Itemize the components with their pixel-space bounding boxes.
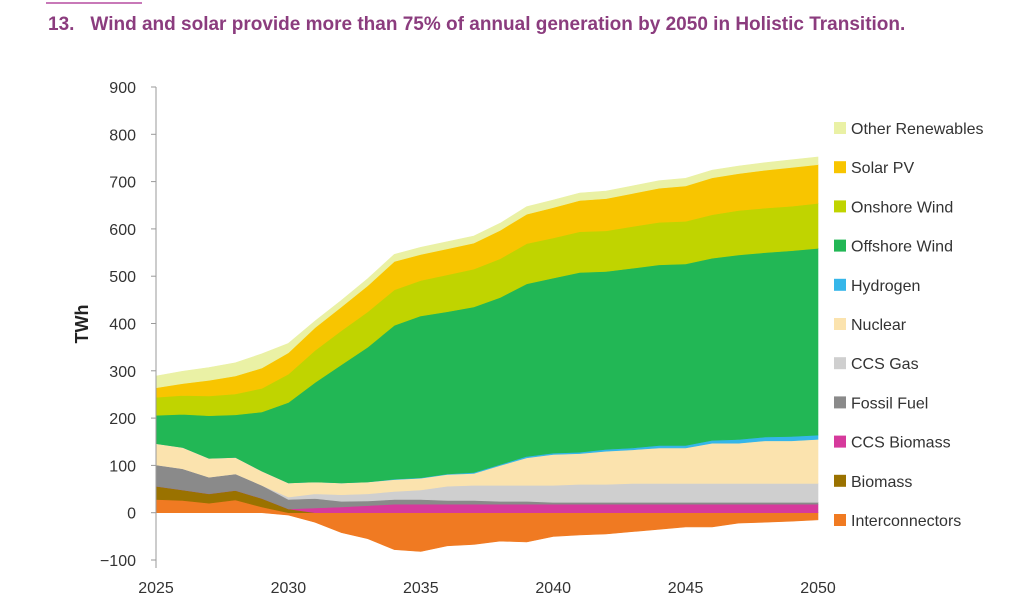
- legend-item-nuclear: Nuclear: [834, 317, 907, 334]
- legend-label: Hydrogen: [851, 278, 920, 295]
- legend-swatch: [834, 357, 846, 370]
- y-tick-label: 100: [109, 458, 136, 475]
- legend-label: Fossil Fuel: [851, 395, 928, 412]
- y-tick-label: 400: [109, 317, 136, 334]
- figure-number: 13.: [48, 14, 75, 35]
- x-tick-label: 2040: [535, 580, 571, 597]
- legend-item-ccs-gas: CCS Gas: [834, 356, 919, 373]
- legend-item-hydrogen: Hydrogen: [834, 278, 920, 295]
- legend-item-fossil-fuel: Fossil Fuel: [834, 395, 928, 412]
- y-tick-label: 900: [109, 80, 136, 97]
- legend-item-offshore-wind: Offshore Wind: [834, 239, 953, 256]
- x-tick-label: 2050: [800, 580, 836, 597]
- y-tick-label: 600: [109, 222, 136, 239]
- legend-swatch: [834, 514, 846, 526]
- legend-swatch: [834, 396, 846, 409]
- legend-item-other-renewables: Other Renewables: [834, 121, 984, 138]
- legend-label: Interconnectors: [851, 513, 961, 530]
- area-other-renewables: [155, 156, 819, 389]
- y-tick-label: −100: [100, 553, 136, 570]
- legend-swatch: [834, 239, 846, 252]
- y-tick-label: 700: [109, 175, 136, 192]
- legend-item-biomass: Biomass: [834, 474, 912, 491]
- title-accent-line: [46, 2, 142, 4]
- legend-swatch: [834, 435, 846, 448]
- y-tick-label: 300: [109, 364, 136, 381]
- legend-swatch: [834, 161, 846, 174]
- series-areas: [155, 156, 819, 552]
- legend-label: Solar PV: [851, 160, 914, 177]
- x-tick-label: 2035: [403, 580, 439, 597]
- y-tick-label: 0: [127, 506, 136, 523]
- x-tick-label: 2025: [138, 580, 174, 597]
- legend-label: Onshore Wind: [851, 199, 953, 216]
- y-axis-label: TWh: [72, 305, 92, 344]
- y-tick-label: 500: [109, 269, 136, 286]
- y-tick-label: 200: [109, 411, 136, 428]
- legend-item-onshore-wind: Onshore Wind: [834, 199, 953, 216]
- legend-item-interconnectors: Interconnectors: [834, 513, 961, 530]
- legend-item-ccs-biomass: CCS Biomass: [834, 435, 951, 452]
- legend: Other Renewables Solar PV Onshore Wind Offs…: [834, 121, 984, 530]
- legend-swatch: [834, 200, 846, 213]
- x-tick-label: 2030: [271, 580, 307, 597]
- legend-label: CCS Gas: [851, 356, 919, 373]
- legend-swatch: [834, 318, 846, 330]
- legend-swatch: [834, 278, 846, 291]
- legend-label: Biomass: [851, 474, 912, 491]
- legend-swatch: [834, 474, 846, 487]
- legend-label: Nuclear: [851, 317, 907, 334]
- y-tick-label: 800: [109, 127, 136, 144]
- legend-label: CCS Biomass: [851, 435, 951, 452]
- legend-item-solar-pv: Solar PV: [834, 160, 914, 177]
- legend-swatch: [834, 122, 846, 134]
- figure-title: Wind and solar provide more than 75% of …: [90, 14, 906, 35]
- chart-title: 13. Wind and solar provide more than 75% …: [48, 14, 905, 36]
- legend-label: Other Renewables: [851, 121, 984, 138]
- legend-label: Offshore Wind: [851, 239, 953, 256]
- x-tick-label: 2045: [668, 580, 704, 597]
